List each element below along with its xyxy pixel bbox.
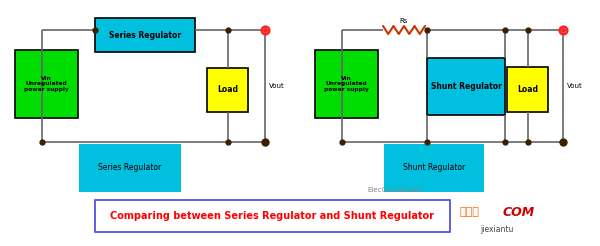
- Text: Vout: Vout: [567, 83, 583, 89]
- Text: Rs: Rs: [400, 18, 408, 24]
- Text: ElecCircuit.com: ElecCircuit.com: [368, 187, 422, 193]
- Text: Comparing between Series Regulator and Shunt Regulator: Comparing between Series Regulator and S…: [110, 211, 434, 221]
- Text: Vout: Vout: [269, 83, 285, 89]
- Text: jiexiantu: jiexiantu: [480, 226, 514, 234]
- FancyBboxPatch shape: [95, 18, 195, 52]
- Text: Vin
Unregulated
power supply: Vin Unregulated power supply: [24, 76, 69, 92]
- Text: Series Regulator: Series Regulator: [98, 164, 161, 172]
- Text: Load: Load: [517, 85, 538, 94]
- FancyBboxPatch shape: [427, 58, 505, 115]
- Text: Load: Load: [217, 86, 238, 94]
- Text: COM: COM: [503, 205, 535, 218]
- Text: Vin
Unregulated
power supply: Vin Unregulated power supply: [324, 76, 369, 92]
- Text: Shunt Regulator: Shunt Regulator: [403, 164, 465, 172]
- FancyBboxPatch shape: [15, 50, 78, 118]
- FancyBboxPatch shape: [315, 50, 378, 118]
- FancyBboxPatch shape: [95, 200, 450, 232]
- Text: 接线图: 接线图: [460, 207, 480, 217]
- FancyBboxPatch shape: [507, 67, 548, 112]
- Text: Series Regulator: Series Regulator: [109, 31, 181, 40]
- FancyBboxPatch shape: [207, 68, 248, 112]
- Text: Shunt Regulator: Shunt Regulator: [431, 82, 502, 91]
